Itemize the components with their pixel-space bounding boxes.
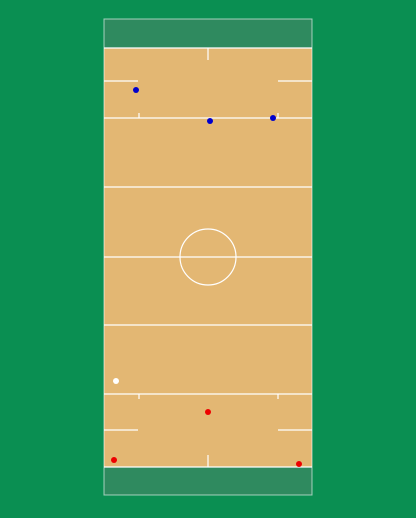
ball bbox=[113, 378, 119, 384]
end-zone-top bbox=[104, 19, 312, 48]
center-circle bbox=[179, 228, 237, 286]
blue-player-3 bbox=[270, 115, 276, 121]
red-player-2 bbox=[111, 457, 117, 463]
end-zone-bottom bbox=[104, 467, 312, 495]
blue-player-1 bbox=[133, 87, 139, 93]
red-player-1 bbox=[205, 409, 211, 415]
red-player-3 bbox=[296, 461, 302, 467]
blue-player-2 bbox=[207, 118, 213, 124]
court-markings bbox=[104, 47, 312, 468]
players-layer bbox=[111, 87, 302, 467]
